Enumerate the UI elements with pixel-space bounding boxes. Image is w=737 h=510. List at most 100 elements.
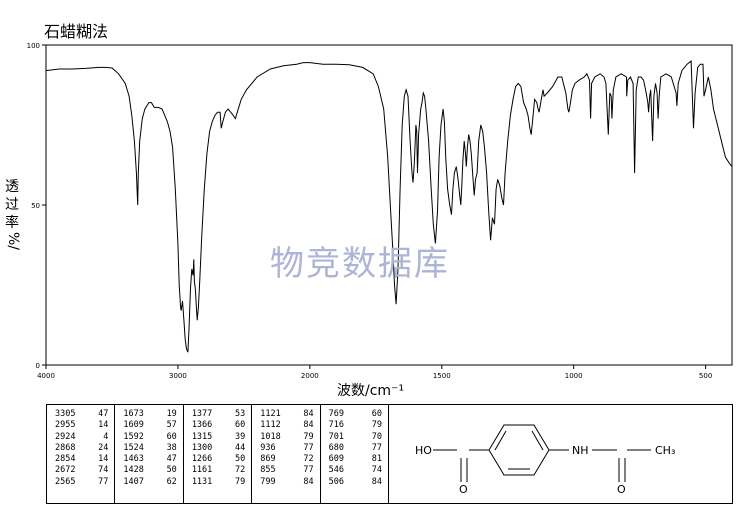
peak-transmittance: 77: [98, 476, 109, 487]
peak-transmittance: 50: [234, 454, 246, 465]
peak-row: 1161 72: [192, 465, 245, 476]
atom-label: NH: [572, 444, 589, 457]
y-axis-label-text: 透过率: [5, 179, 19, 231]
atom-label: HO: [415, 444, 432, 457]
peak-transmittance: 62: [166, 476, 177, 487]
peak-row: 1266 50: [192, 454, 245, 465]
peak-row: 609 81: [329, 454, 382, 465]
peak-transmittance: 77: [303, 465, 314, 476]
x-tick-label: 4000: [37, 372, 55, 380]
peak-transmittance: 14: [98, 420, 109, 431]
peak-wavenumber: 2854: [55, 454, 76, 465]
peak-row: 2565 77: [55, 477, 108, 488]
peak-wavenumber: 2565: [55, 476, 76, 487]
peak-row: 716 79: [329, 420, 382, 431]
peak-row: 1377 53: [192, 409, 245, 420]
peak-wavenumber: 1609: [123, 420, 144, 431]
peak-transmittance: 81: [371, 454, 383, 465]
watermark: 物竞数据库: [270, 244, 450, 284]
peak-row: 1018 79: [260, 432, 313, 443]
peak-row: 799 84: [260, 477, 313, 488]
peak-wavenumber: 1018: [260, 431, 281, 442]
peak-column: 1121 84 1112 84 1018 79 936 77 869 72 855 77 799 84: [252, 405, 321, 503]
peak-wavenumber: 2672: [55, 465, 76, 476]
y-axis: 0 50 100: [27, 42, 46, 370]
peak-transmittance: 60: [234, 420, 246, 431]
peak-row: 1112 84: [260, 420, 313, 431]
spectrum-line: [45, 59, 733, 353]
x-axis: 4000 3000 2000 1500 1000 500: [37, 365, 712, 380]
peak-transmittance: 84: [303, 476, 314, 487]
peak-transmittance: 53: [234, 409, 246, 419]
peak-wavenumber: 609: [328, 454, 344, 465]
peak-transmittance: 72: [303, 454, 314, 465]
peak-wavenumber: 1131: [191, 476, 213, 487]
peak-wavenumber: 3305: [55, 409, 76, 419]
peak-wavenumber: 855: [260, 465, 276, 476]
peak-wavenumber: 1161: [191, 465, 213, 476]
peak-row: 1407 62: [123, 477, 176, 488]
method-title: 石蜡糊法: [44, 22, 109, 41]
peak-wavenumber: 1673: [123, 409, 144, 419]
peak-transmittance: 38: [166, 442, 177, 453]
peak-row: 680 77: [329, 443, 382, 454]
peak-transmittance: 84: [371, 476, 383, 487]
peak-wavenumber: 1377: [191, 409, 213, 419]
peak-wavenumber: 1121: [260, 409, 281, 419]
peak-transmittance: 72: [234, 465, 246, 476]
peak-wavenumber: 799: [260, 476, 276, 487]
peak-transmittance: 77: [303, 442, 314, 453]
peak-wavenumber: 1315: [191, 431, 213, 442]
peak-row: 2868 24: [55, 443, 108, 454]
peak-column: 769 60 716 79 701 70 680 77 609 81 546 74 506 84: [321, 405, 388, 503]
peak-row: 936 77: [260, 443, 313, 454]
y-tick-label: 50: [31, 202, 40, 210]
molecule-structure: HO O NH O CH₃: [415, 424, 675, 496]
peak-wavenumber: 1428: [123, 465, 144, 476]
peak-transmittance: 79: [303, 431, 314, 442]
peak-transmittance: 44: [234, 442, 246, 453]
peak-wavenumber: 2924: [55, 431, 76, 442]
peak-row: 546 74: [329, 465, 382, 476]
peak-wavenumber: 1112: [260, 420, 281, 431]
peak-transmittance: 19: [166, 409, 177, 419]
peak-wavenumber: 1366: [191, 420, 213, 431]
structure-panel: HO O NH O CH₃: [389, 404, 733, 504]
peak-row: 701 70: [329, 432, 382, 443]
peak-column: 1673 19 1609 57 1592 60 1524 38 1463 47 1428 50 1407…: [115, 405, 184, 503]
peak-transmittance: 60: [166, 431, 177, 442]
x-tick-label: 3000: [169, 372, 187, 380]
peak-transmittance: 74: [98, 465, 109, 476]
atom-label: O: [617, 483, 626, 496]
peak-row: 506 84: [329, 477, 382, 488]
peak-column: 3305 47 2955 14 2924 4 2868 24 2854 14 2672 74 2565 7…: [47, 405, 116, 503]
peak-wavenumber: 1300: [191, 442, 213, 453]
peak-wavenumber: 701: [328, 431, 344, 442]
peak-wavenumber: 1463: [123, 454, 144, 465]
peak-wavenumber: 769: [328, 409, 344, 419]
peak-row: 2854 14: [55, 454, 108, 465]
peak-transmittance: 50: [166, 465, 177, 476]
peak-row: 2955 14: [55, 420, 108, 431]
peak-row: 1121 84: [260, 409, 313, 420]
y-axis-unit: %/: [5, 232, 21, 251]
peak-row: 1673 19: [123, 409, 176, 420]
peak-row: 2672 74: [55, 465, 108, 476]
x-tick-label: 1000: [565, 372, 583, 380]
atom-label: O: [459, 483, 468, 496]
peak-row: 1524 38: [123, 443, 176, 454]
peak-transmittance: 70: [371, 431, 383, 442]
atom-label: CH₃: [655, 444, 675, 457]
peak-transmittance: 57: [166, 420, 177, 431]
peak-transmittance: 14: [98, 454, 109, 465]
peak-transmittance: 39: [234, 431, 246, 442]
peak-wavenumber: 716: [328, 420, 344, 431]
peak-row: 2924 4: [55, 432, 108, 443]
plot-frame: [45, 44, 733, 366]
peak-row: 3305 47: [55, 409, 108, 420]
peak-wavenumber: 546: [328, 465, 344, 476]
peak-transmittance: 24: [98, 442, 109, 453]
peak-row: 1592 60: [123, 432, 176, 443]
peak-transmittance: 84: [303, 420, 314, 431]
peak-row: 869 72: [260, 454, 313, 465]
